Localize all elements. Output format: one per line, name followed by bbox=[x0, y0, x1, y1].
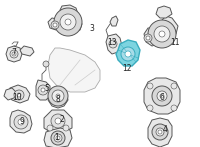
Circle shape bbox=[10, 50, 18, 58]
Text: 5: 5 bbox=[45, 83, 49, 92]
Polygon shape bbox=[60, 5, 78, 16]
Text: 2: 2 bbox=[60, 116, 64, 125]
Polygon shape bbox=[106, 34, 122, 54]
Polygon shape bbox=[70, 15, 82, 32]
Circle shape bbox=[38, 85, 48, 95]
Polygon shape bbox=[116, 40, 140, 66]
Circle shape bbox=[125, 51, 131, 57]
Circle shape bbox=[152, 124, 168, 140]
Polygon shape bbox=[162, 16, 178, 36]
Circle shape bbox=[51, 21, 59, 29]
Polygon shape bbox=[20, 46, 34, 56]
Polygon shape bbox=[36, 80, 50, 100]
Polygon shape bbox=[44, 110, 72, 132]
Circle shape bbox=[65, 19, 71, 25]
Polygon shape bbox=[144, 28, 162, 46]
Circle shape bbox=[148, 20, 176, 48]
Circle shape bbox=[159, 31, 165, 37]
Text: 10: 10 bbox=[12, 92, 22, 101]
Circle shape bbox=[51, 131, 65, 145]
Text: 9: 9 bbox=[20, 117, 24, 127]
Polygon shape bbox=[156, 6, 172, 18]
Circle shape bbox=[18, 119, 24, 125]
Polygon shape bbox=[44, 128, 72, 147]
Polygon shape bbox=[48, 48, 100, 92]
Polygon shape bbox=[8, 85, 30, 103]
Circle shape bbox=[43, 61, 49, 67]
Circle shape bbox=[54, 8, 82, 36]
Text: 1: 1 bbox=[55, 133, 59, 142]
Circle shape bbox=[160, 94, 164, 98]
Polygon shape bbox=[10, 110, 32, 133]
Circle shape bbox=[56, 136, 60, 140]
Text: 7: 7 bbox=[12, 47, 16, 56]
Polygon shape bbox=[144, 78, 180, 114]
Circle shape bbox=[154, 26, 170, 42]
Polygon shape bbox=[6, 46, 22, 62]
Circle shape bbox=[171, 105, 177, 111]
Circle shape bbox=[54, 134, 62, 142]
Circle shape bbox=[109, 40, 117, 48]
Polygon shape bbox=[148, 118, 172, 147]
Circle shape bbox=[144, 34, 152, 42]
Circle shape bbox=[14, 115, 28, 129]
Circle shape bbox=[51, 114, 65, 128]
Circle shape bbox=[171, 83, 177, 89]
Circle shape bbox=[156, 128, 164, 136]
Circle shape bbox=[41, 88, 45, 92]
Polygon shape bbox=[4, 88, 16, 100]
Circle shape bbox=[12, 52, 16, 56]
Circle shape bbox=[48, 86, 68, 106]
Circle shape bbox=[60, 14, 76, 30]
Circle shape bbox=[146, 36, 150, 40]
Text: 11: 11 bbox=[170, 37, 180, 46]
Polygon shape bbox=[48, 88, 68, 108]
Text: 3: 3 bbox=[90, 24, 94, 32]
Circle shape bbox=[158, 130, 162, 134]
Text: 4: 4 bbox=[163, 126, 167, 135]
Circle shape bbox=[147, 83, 153, 89]
Circle shape bbox=[47, 125, 53, 131]
Circle shape bbox=[53, 23, 57, 27]
Circle shape bbox=[14, 90, 24, 100]
Text: 8: 8 bbox=[56, 96, 60, 105]
Circle shape bbox=[121, 47, 135, 61]
Circle shape bbox=[157, 91, 167, 101]
Circle shape bbox=[52, 90, 64, 102]
Circle shape bbox=[55, 118, 61, 124]
Circle shape bbox=[152, 86, 172, 106]
Circle shape bbox=[17, 93, 21, 97]
Circle shape bbox=[63, 125, 69, 131]
Polygon shape bbox=[48, 18, 62, 30]
Polygon shape bbox=[110, 16, 118, 26]
Circle shape bbox=[147, 105, 153, 111]
Text: 13: 13 bbox=[107, 37, 117, 46]
Text: 6: 6 bbox=[160, 93, 164, 102]
Circle shape bbox=[56, 94, 60, 98]
Text: 12: 12 bbox=[122, 64, 132, 72]
